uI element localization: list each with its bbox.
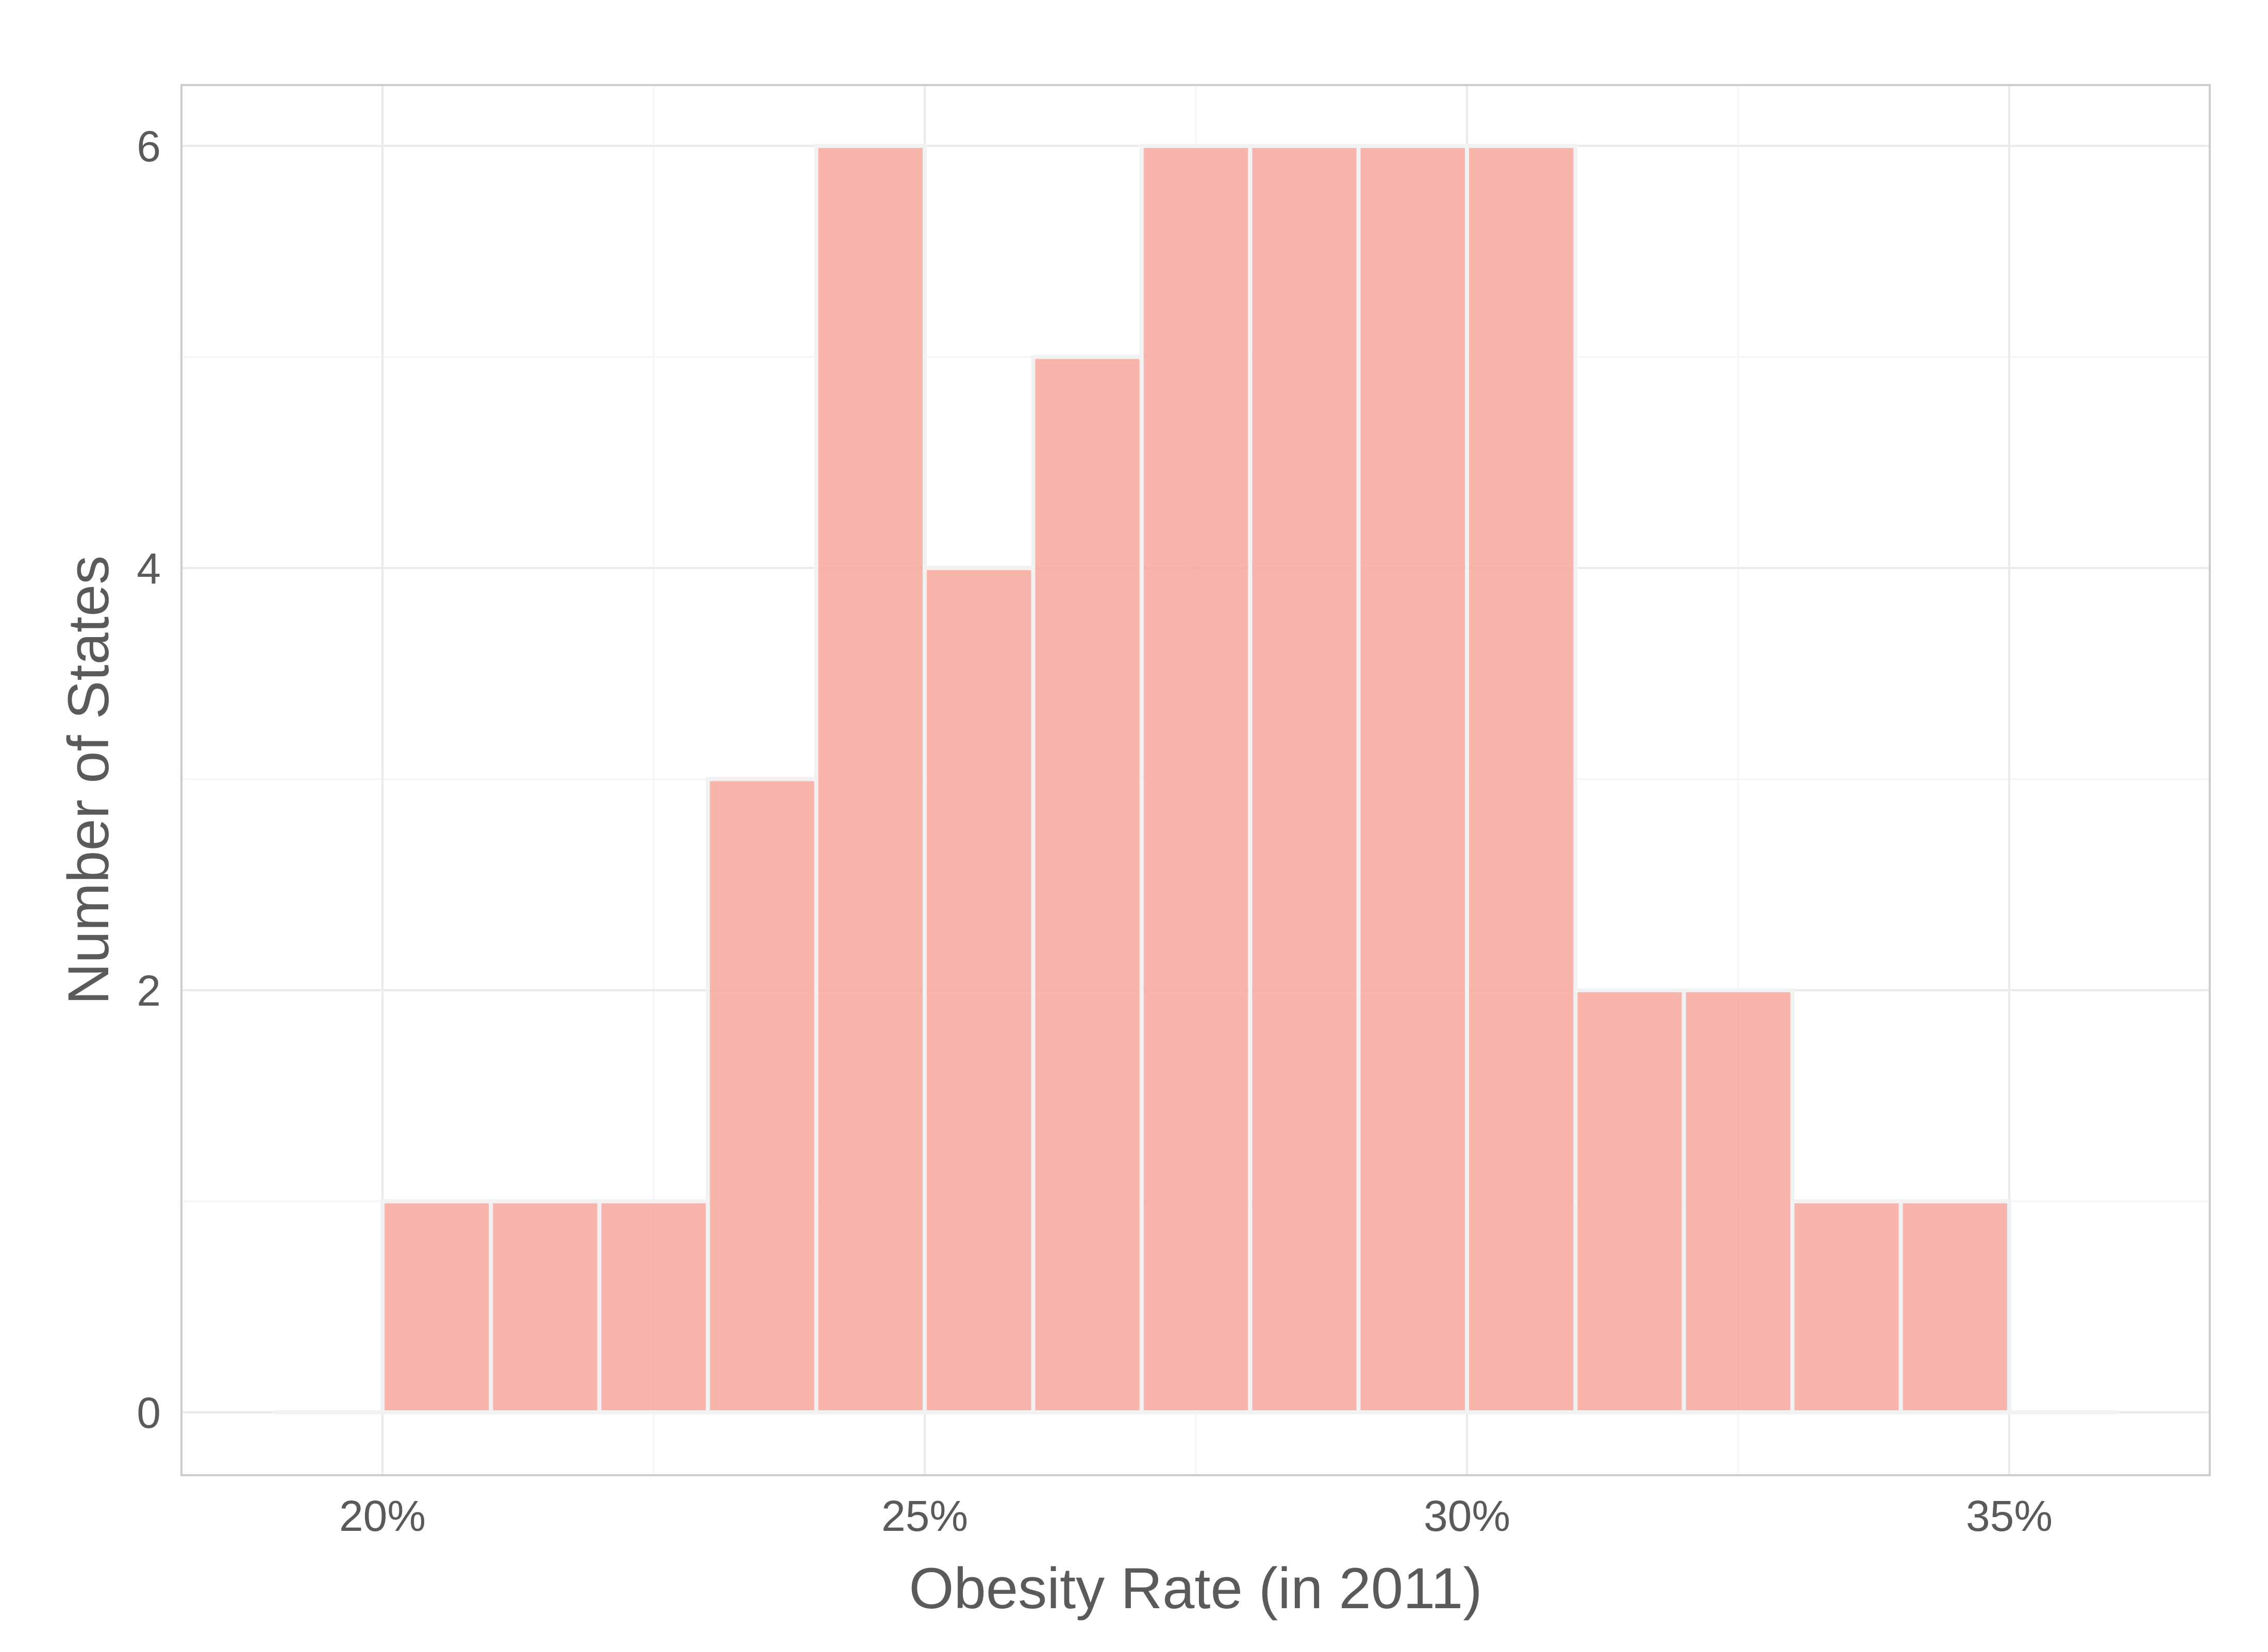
histogram-bar [1573, 988, 1686, 1414]
histogram-bar [923, 566, 1036, 1414]
histogram-bar [1898, 1199, 2012, 1414]
histogram-bar [1465, 144, 1578, 1414]
x-tick-label: 35% [1966, 1492, 2053, 1540]
histogram-bar [380, 1199, 493, 1414]
histogram-bar [1031, 355, 1144, 1414]
histogram-bar [1681, 988, 1795, 1414]
bars-layer [274, 144, 2118, 1414]
y-tick-label: 6 [137, 122, 161, 171]
y-tick-label: 4 [137, 544, 161, 593]
histogram-bar [1248, 144, 1361, 1414]
histogram-bar [814, 144, 927, 1414]
histogram-bar [1139, 144, 1253, 1414]
x-tick-label: 25% [881, 1492, 968, 1540]
x-tick-label: 30% [1424, 1492, 1510, 1540]
panel-border [180, 84, 2211, 1476]
x-tick-labels: 20% 25% 30% 35% [339, 1492, 2053, 1540]
histogram-bar [489, 1199, 602, 1414]
y-tick-label: 2 [137, 966, 161, 1015]
x-tick-label: 20% [339, 1492, 426, 1540]
histogram-bar [1356, 144, 1470, 1414]
histogram-bar [706, 777, 819, 1414]
histogram-bar [597, 1199, 710, 1414]
x-axis-title: Obesity Rate (in 2011) [909, 1556, 1482, 1621]
histogram-bar [1790, 1199, 1903, 1414]
y-tick-label: 0 [137, 1389, 161, 1437]
y-tick-labels: 0 2 4 6 [137, 122, 161, 1437]
y-axis-title: Number of States [56, 556, 121, 1005]
